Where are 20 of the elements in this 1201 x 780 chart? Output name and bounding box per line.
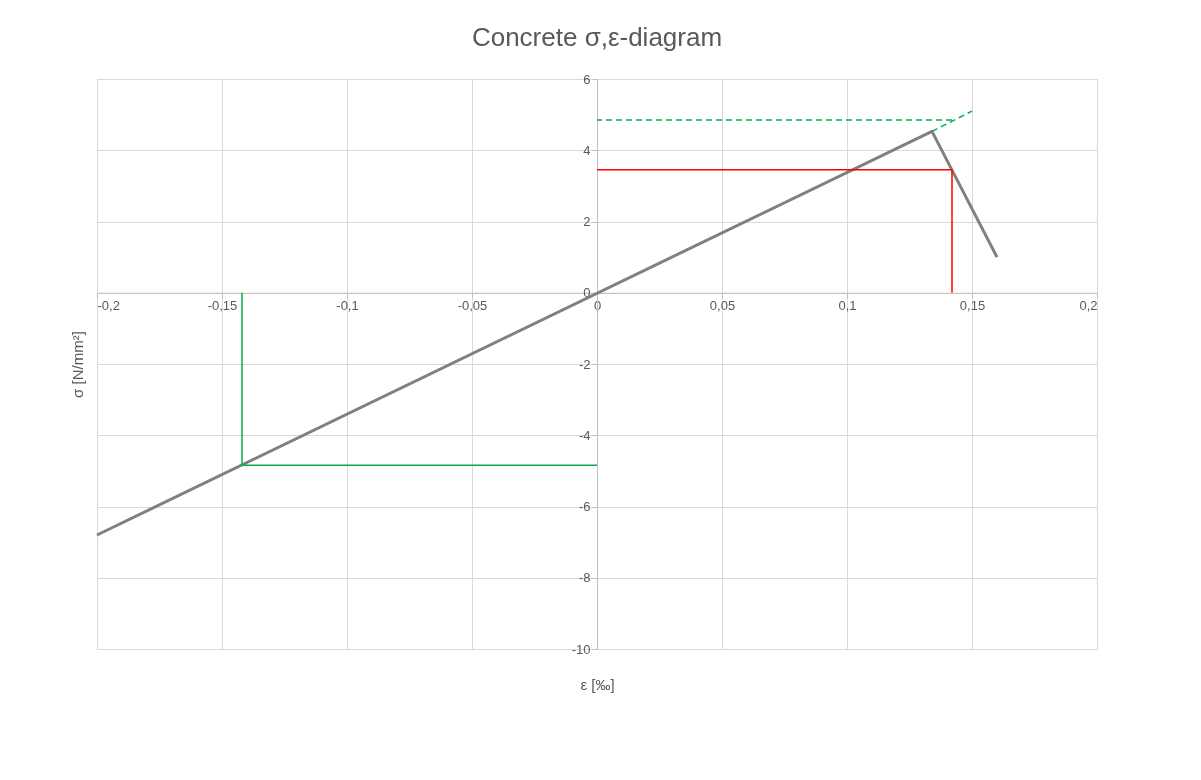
x-tick-label: -0,05 — [457, 298, 488, 314]
y-tick-label: -8 — [578, 570, 591, 586]
y-tick-label: -10 — [571, 641, 591, 657]
y-tick-label: 6 — [583, 71, 591, 87]
chart-title: Concrete σ,ε-diagram — [471, 22, 723, 52]
x-tick-label: 0,2 — [1079, 298, 1098, 314]
x-tick-label: 0,05 — [709, 298, 736, 314]
x-tick-label: 0,15 — [959, 298, 986, 314]
y-tick-label: -4 — [578, 427, 591, 443]
x-axis-title: ε [‰] — [580, 675, 615, 693]
y-tick-label: 4 — [583, 142, 591, 158]
x-tick-label: -0,2 — [97, 298, 120, 314]
y-axis-title: σ [N/mm²] — [68, 331, 86, 398]
x-tick-label: -0,15 — [207, 298, 238, 314]
x-tick-label: -0,1 — [336, 298, 359, 314]
y-tick-label: -2 — [578, 356, 591, 372]
x-tick-label: 0,1 — [838, 298, 857, 314]
y-tick-label: 0 — [583, 285, 591, 301]
y-tick-label: -6 — [578, 499, 591, 514]
y-tick-label: 2 — [583, 214, 591, 229]
